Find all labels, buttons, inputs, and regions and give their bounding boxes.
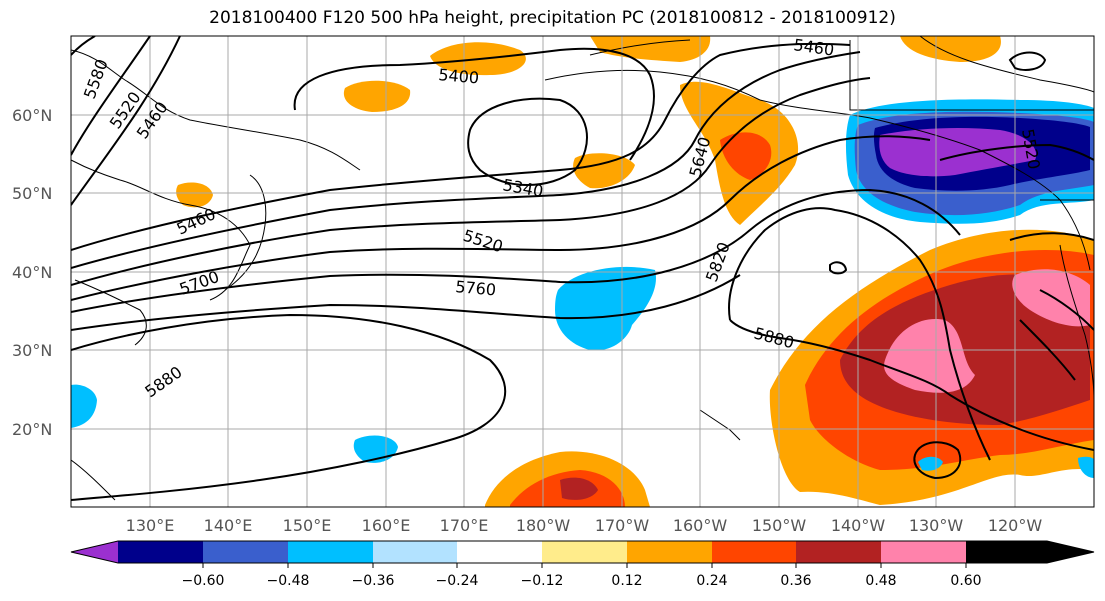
colorbar-outline [70, 540, 1095, 564]
lat-tick-label: 50°N [12, 184, 52, 203]
colorbar-tick-label: −0.24 [436, 573, 479, 589]
colorbar-tick-label: −0.60 [182, 573, 225, 589]
colorbar-tick-label: 0.48 [865, 573, 896, 589]
colorbar: −0.60 −0.48 −0.36 −0.24 −0.12 0.12 0.24 … [70, 540, 1095, 589]
colorbar-tick-label: 0.24 [696, 573, 727, 589]
colorbar-tick-label: 0.12 [611, 573, 642, 589]
colorbar-tick-label: 0.60 [950, 573, 981, 589]
lon-tick-label: 170°E [440, 516, 489, 535]
contour-label: 5460 [792, 35, 835, 59]
lat-tick-label: 20°N [12, 420, 52, 439]
lon-tick-label: 170°W [595, 516, 650, 535]
colorbar-segment [288, 541, 373, 563]
lon-tick-label: 160°E [362, 516, 411, 535]
lat-tick-label: 40°N [12, 263, 52, 282]
lon-axis: 130°E 140°E 150°E 160°E 170°E 180°W 170°… [126, 516, 1043, 535]
height-contours [71, 36, 1094, 501]
colorbar-tick-label: −0.12 [521, 573, 564, 589]
contour-label: 5760 [455, 277, 497, 299]
colorbar-tick-label: 0.36 [780, 573, 811, 589]
colorbar-segment [627, 541, 712, 563]
colorbar-segment [118, 541, 203, 563]
page-title: 2018100400 F120 500 hPa height, precipit… [209, 8, 896, 28]
colorbar-segment [457, 541, 542, 563]
lat-tick-label: 30°N [12, 341, 52, 360]
lon-tick-label: 120°W [988, 516, 1043, 535]
lat-axis: 60°N 50°N 40°N 30°N 20°N [12, 106, 52, 439]
lon-tick-label: 180°W [516, 516, 571, 535]
colorbar-ticks [202, 563, 967, 568]
colorbar-tick-label: −0.48 [267, 573, 310, 589]
lat-tick-label: 60°N [12, 106, 52, 125]
colorbar-labels: −0.60 −0.48 −0.36 −0.24 −0.12 0.12 0.24 … [182, 573, 982, 589]
lon-tick-label: 160°W [673, 516, 728, 535]
colorbar-segment [966, 541, 1094, 563]
colorbar-segment [203, 541, 288, 563]
precip-positive-east [769, 229, 1094, 505]
lon-tick-label: 130°E [126, 516, 175, 535]
lon-tick-label: 150°W [752, 516, 807, 535]
colorbar-segment [542, 541, 627, 563]
colorbar-segment [712, 541, 796, 563]
contour-label: 5400 [438, 65, 480, 87]
map-frame [70, 35, 1095, 508]
lon-tick-label: 140°E [204, 516, 253, 535]
colorbar-tick-label: −0.36 [352, 573, 395, 589]
lon-tick-label: 130°W [909, 516, 964, 535]
colorbar-segment [71, 541, 118, 563]
colorbar-segment [796, 541, 881, 563]
colorbar-segment [373, 541, 457, 563]
map-panel: 5580 5520 5460 5400 5340 5460 5520 5700 … [71, 35, 1094, 507]
lon-tick-label: 140°W [831, 516, 886, 535]
colorbar-segment [881, 541, 966, 563]
lon-tick-label: 150°E [283, 516, 332, 535]
